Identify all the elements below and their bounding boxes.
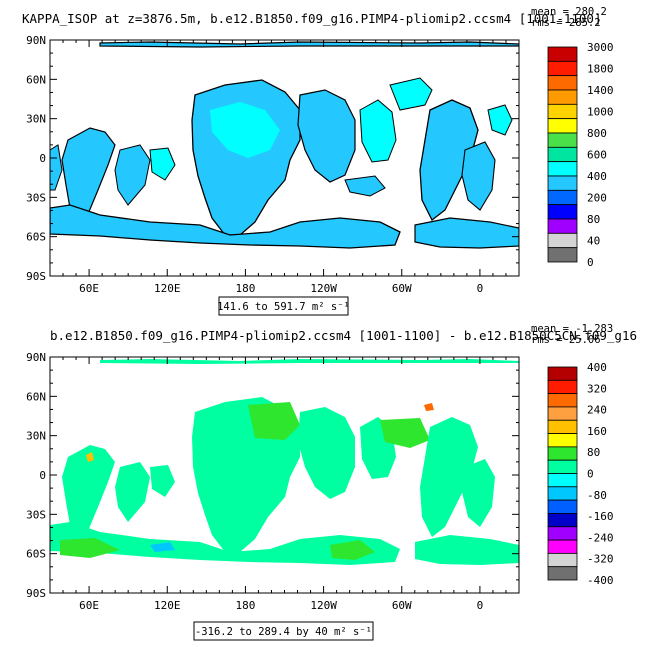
lat-tick-label: 60N <box>26 390 46 403</box>
panel-bottom-range: -316.2 to 289.4 by 40 m² s⁻¹ <box>195 626 372 638</box>
colorbar-swatch <box>547 539 578 554</box>
panel-top-rms: rms = 285.2 <box>531 17 601 29</box>
colorbar-swatch <box>547 446 578 461</box>
lon-tick-label: 180 <box>235 282 255 295</box>
colorbar-swatch <box>547 366 578 381</box>
lon-tick-label: 120E <box>154 282 181 295</box>
colorbar-swatch <box>547 204 578 220</box>
colorbar-label: 1400 <box>587 84 614 97</box>
lon-tick-label: 60W <box>392 282 412 295</box>
lat-tick-label: 0 <box>39 469 46 482</box>
lon-tick-label: 120W <box>310 282 337 295</box>
colorbar-swatch <box>547 566 578 581</box>
colorbar-swatch <box>547 46 578 62</box>
colorbar-swatch <box>547 393 578 408</box>
colorbar-swatch <box>547 132 578 148</box>
colorbar-swatch <box>547 486 578 501</box>
colorbar-swatch <box>547 379 578 395</box>
colorbar-label: 40 <box>587 235 600 248</box>
lat-tick-label: 90S <box>26 270 46 283</box>
panel-bottom-mean: mean = -1.283 <box>531 323 613 335</box>
lat-tick-label: 0 <box>39 152 46 165</box>
lat-tick-label: 30N <box>26 113 46 126</box>
lat-tick-label: 90N <box>26 34 46 47</box>
map-top-axes: 90N 60N 30N 0 30S 60S 90S 60E 120E 180 120W 60W 0 <box>26 34 519 295</box>
colorbar-label: 0 <box>587 256 594 269</box>
panel-top-range: 141.6 to 591.7 m² s⁻¹ <box>217 301 350 313</box>
lon-tick-label: 120E <box>154 599 181 612</box>
panel-bottom-range-box <box>193 621 374 641</box>
colorbar-swatch <box>547 89 578 105</box>
lat-tick-label: 60N <box>26 73 46 86</box>
colorbar-label: 80 <box>587 213 600 226</box>
panel-bottom-title: b.e12.B1850.f09_g16.PIMP4-pliomip2.ccsm4… <box>50 328 637 343</box>
lat-tick-label: 30N <box>26 430 46 443</box>
colorbar-label: -240 <box>587 531 614 544</box>
colorbar-swatch <box>547 175 578 191</box>
colorbar-label: 320 <box>587 382 607 395</box>
lon-tick-label: 120W <box>310 599 337 612</box>
colorbar-swatch <box>547 146 578 163</box>
lat-tick-label: 90N <box>26 351 46 364</box>
colorbar-label: 3000 <box>587 41 614 54</box>
colorbar-label: 240 <box>587 404 607 417</box>
lon-tick-label: 0 <box>477 599 484 612</box>
colorbar-label: 200 <box>587 192 607 205</box>
colorbar-swatch <box>547 232 578 249</box>
colorbar-swatch <box>547 75 578 91</box>
colorbar-label: -400 <box>587 574 614 587</box>
colorbar-swatch <box>547 103 578 120</box>
colorbar-swatch <box>547 118 578 134</box>
lat-tick-label: 30S <box>26 508 46 521</box>
lon-tick-label: 0 <box>477 282 484 295</box>
lon-tick-label: 60W <box>392 599 412 612</box>
map-bottom-axes: 90N 60N 30N 0 30S 60S 90S 60E 120E 180 120W 60W 0 <box>26 351 519 612</box>
colorbar-swatch <box>547 419 578 434</box>
colorbar-swatch <box>547 189 578 206</box>
colorbar-swatch <box>547 218 578 234</box>
lat-tick-label: 90S <box>26 587 46 600</box>
lat-tick-label: 60S <box>26 548 46 561</box>
colorbar-label: 0 <box>587 468 594 481</box>
colorbar-label: 80 <box>587 446 600 459</box>
panel-top-title: KAPPA_ISOP at z=3876.5m, b.e12.B1850.f09… <box>22 11 601 26</box>
panel-top: KAPPA_ISOP at z=3876.5m, b.e12.B1850.f09… <box>22 6 614 316</box>
colorbar-label: -80 <box>587 489 607 502</box>
colorbar-label: 600 <box>587 149 607 162</box>
colorbar-swatch <box>547 459 578 474</box>
colorbar-label: 400 <box>587 170 607 183</box>
colorbar-swatch <box>547 513 578 528</box>
map-bottom <box>50 357 519 593</box>
colorbar-swatch <box>547 161 578 177</box>
panel-top-range-box <box>218 296 349 316</box>
colorbar-label: 1000 <box>587 106 614 119</box>
colorbar-label: -320 <box>587 553 614 566</box>
colorbar-swatch <box>547 247 578 263</box>
colorbar-swatch <box>547 499 578 514</box>
colorbar-bottom: 400 320 240 160 80 0 -80 -160 -240 -320 -400 <box>547 361 614 587</box>
colorbar-label: 400 <box>587 361 607 374</box>
map-top <box>50 40 519 276</box>
lat-tick-label: 30S <box>26 191 46 204</box>
panel-top-mean: mean = 280.2 <box>531 6 607 18</box>
colorbar-swatch <box>547 406 578 421</box>
lat-tick-label: 60S <box>26 231 46 244</box>
lon-tick-label: 60E <box>79 282 99 295</box>
colorbar-label: 800 <box>587 127 607 140</box>
colorbar-label: 160 <box>587 425 607 438</box>
panel-bottom: b.e12.B1850.f09_g16.PIMP4-pliomip2.ccsm4… <box>26 323 637 641</box>
colorbar-swatch <box>547 473 578 488</box>
colorbar-swatch <box>547 433 578 448</box>
colorbar-swatch <box>547 60 578 77</box>
colorbar-swatch <box>547 552 578 568</box>
colorbar-swatch <box>547 526 578 541</box>
lon-tick-label: 60E <box>79 599 99 612</box>
colorbar-label: 1800 <box>587 63 614 76</box>
panel-bottom-rms: rms = 25.06 <box>531 334 601 346</box>
colorbar-label: -160 <box>587 510 614 523</box>
lon-tick-label: 180 <box>235 599 255 612</box>
